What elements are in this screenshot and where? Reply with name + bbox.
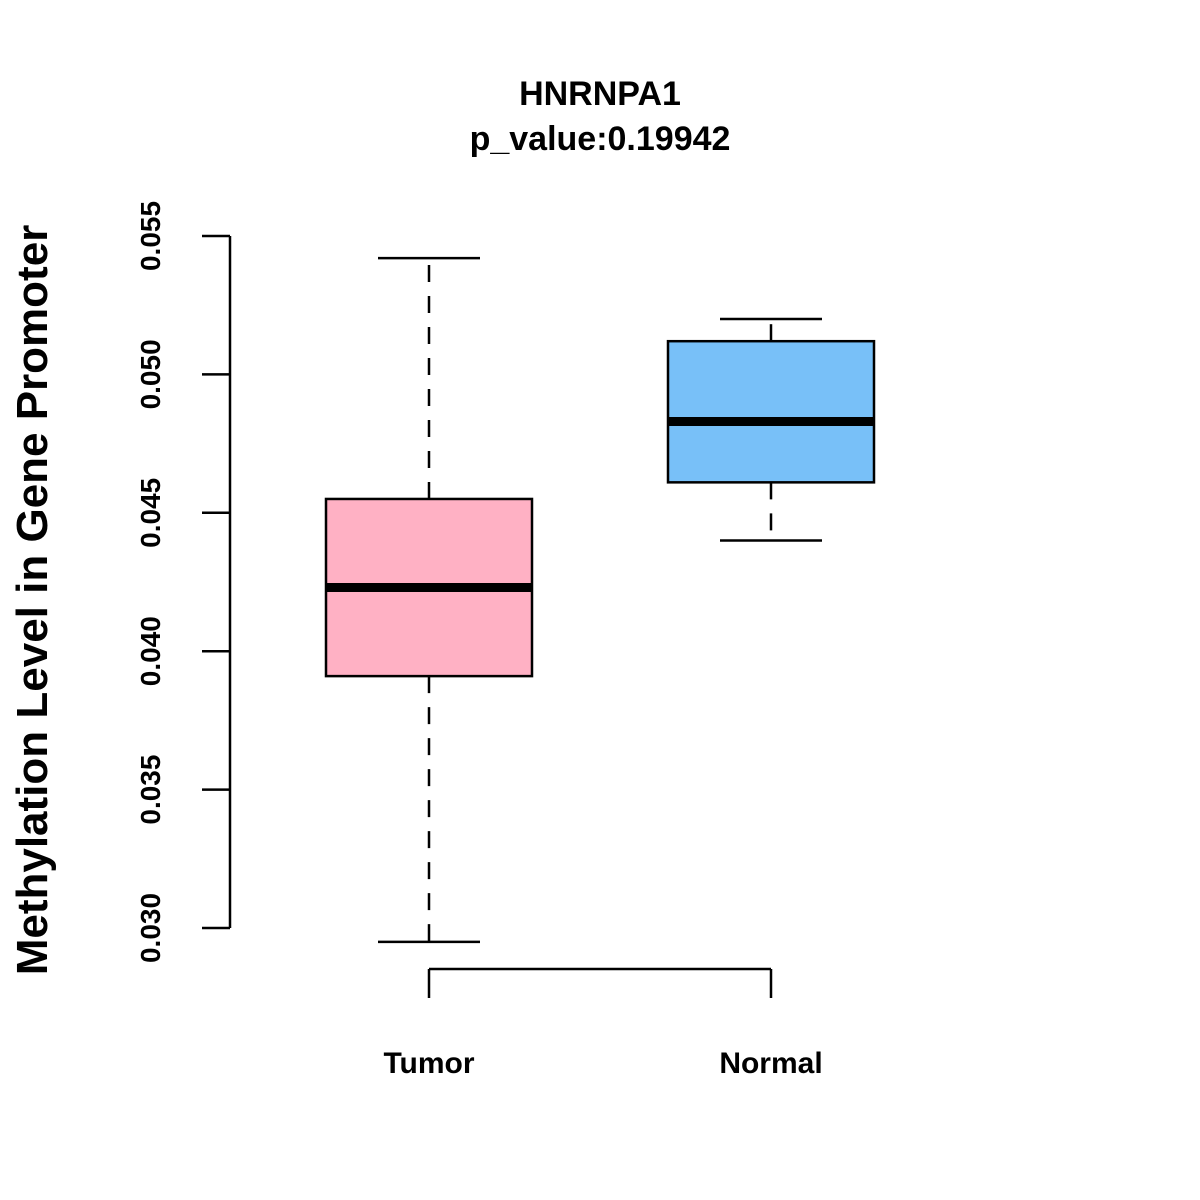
x-tick-label: Normal: [719, 1047, 822, 1080]
boxes: [324, 256, 876, 944]
y-tick-label: 0.055: [135, 201, 166, 271]
box-normal: [666, 317, 876, 542]
y-tick-label: 0.045: [135, 478, 166, 548]
iqr-box: [666, 339, 876, 484]
x-axis: Tumor Normal: [383, 967, 823, 1080]
x-tick-label: Tumor: [383, 1047, 474, 1080]
chart-title: HNRNPA1: [519, 75, 681, 113]
y-axis: 0.030 0.035 0.040 0.045 0.050 0.055: [135, 201, 232, 963]
y-tick-label: 0.050: [135, 339, 166, 409]
y-tick-label: 0.035: [135, 755, 166, 825]
y-tick-label: 0.040: [135, 616, 166, 686]
box-tumor: [324, 256, 534, 944]
chart-subtitle: p_value:0.19942: [470, 120, 731, 158]
y-axis-label: Methylation Level in Gene Promoter: [8, 225, 57, 976]
y-tick-label: 0.030: [135, 893, 166, 963]
